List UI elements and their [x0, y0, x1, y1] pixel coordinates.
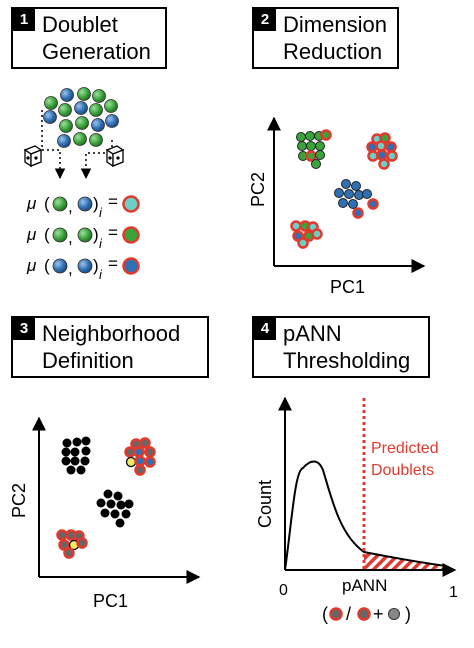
doublet-blue	[122, 257, 140, 275]
cell-blue	[91, 118, 105, 132]
panel-1-title-box: 1 Doublet Generation	[11, 7, 167, 69]
cell-green	[52, 227, 68, 243]
cell-green	[44, 96, 58, 110]
panel-3-small-red-cluster	[56, 529, 88, 559]
panel-3-red-cluster	[124, 437, 156, 476]
doublet-teal	[122, 195, 140, 213]
panel-3-middle-cluster	[96, 489, 134, 528]
sampling-lines	[41, 110, 113, 180]
doublet-formula-rows: μ ( , ) i = μ ( , ) i = μ ( , ) i =	[26, 192, 140, 282]
svg-text:,: ,	[68, 228, 73, 247]
panel-3-title-box: 3 Neighborhood Definition	[11, 316, 209, 378]
svg-text:): )	[93, 225, 99, 244]
svg-text:): )	[93, 256, 99, 275]
cell-blue	[77, 258, 93, 274]
svg-text:,: ,	[68, 259, 73, 278]
panel-4-axes	[278, 396, 457, 577]
svg-text:i: i	[99, 205, 103, 220]
panel-2-xlabel: PC1	[330, 277, 365, 297]
cell-green	[59, 119, 73, 133]
x-axis-min-label: 0	[279, 582, 288, 599]
svg-text:): )	[405, 604, 411, 624]
mu-symbol: μ	[26, 194, 37, 213]
cell-green	[75, 116, 89, 130]
panel-3-black-cluster	[61, 436, 91, 475]
svg-text:(: (	[322, 604, 328, 624]
cell-blue	[77, 196, 93, 212]
singlet-neighbor-icon	[388, 608, 400, 620]
panel-2-title: Dimension Reduction	[283, 12, 387, 64]
panel-2-ylabel: PC2	[248, 172, 268, 207]
svg-text:(: (	[44, 225, 50, 244]
panel-2-blue-cluster	[334, 179, 379, 219]
svg-text:μ: μ	[26, 225, 37, 244]
panel-1-title: Doublet Generation	[42, 12, 151, 64]
cell-blue	[43, 110, 57, 124]
cell-green	[92, 89, 106, 103]
cell-green	[58, 103, 72, 117]
svg-text:+: +	[373, 604, 384, 624]
cell-blue	[74, 101, 88, 115]
dice-icon	[23, 145, 43, 168]
cell-green	[77, 87, 91, 101]
cell-blue	[105, 114, 119, 128]
cell-green	[52, 196, 68, 212]
panel-1-number: 1	[13, 9, 35, 31]
doublet-neighbor-icon	[357, 607, 371, 621]
doublet-neighbor-icon	[329, 607, 343, 621]
cell-green	[73, 132, 87, 146]
panel-2-number: 2	[254, 9, 276, 31]
svg-text:(: (	[44, 256, 50, 275]
panel-2-axes	[267, 116, 426, 273]
panel-4-title: pANN Thresholding	[283, 321, 411, 373]
panel-3-axes	[32, 416, 201, 584]
x-axis-max-label: 1	[449, 584, 458, 601]
panel-3-number: 3	[13, 318, 35, 340]
cell-blue	[52, 258, 68, 274]
panel-2-small-red-cluster	[290, 220, 323, 249]
cell-green	[77, 227, 93, 243]
cell-green	[89, 103, 103, 117]
panel-4-xlabel: pANN	[342, 576, 387, 595]
svg-text:=: =	[108, 192, 118, 211]
svg-text:=: =	[108, 254, 118, 273]
svg-text:i: i	[99, 267, 103, 282]
pann-distribution-curve	[284, 460, 447, 571]
cell-blue	[57, 134, 71, 148]
paren: (	[44, 194, 50, 213]
panel-4-ylabel: Count	[255, 480, 275, 528]
svg-text:μ: μ	[26, 256, 37, 275]
panel-1-cell-cluster	[43, 87, 119, 148]
cell-blue	[60, 88, 74, 102]
panel-2-red-cluster	[366, 132, 398, 170]
svg-text:/: /	[346, 604, 351, 624]
panel-3-title: Neighborhood Definition	[42, 321, 181, 373]
panel-2-title-box: 2 Dimension Reduction	[252, 7, 399, 69]
threshold-label-line2: Doublets	[371, 462, 434, 479]
svg-text:,: ,	[68, 197, 73, 216]
cell-green	[89, 133, 103, 147]
threshold-label-line1: Predicted	[371, 440, 439, 457]
panel-3-xlabel: PC1	[93, 591, 128, 611]
panel-4-title-box: 4 pANN Thresholding	[252, 316, 430, 378]
dice-icon	[105, 145, 125, 168]
panel-2-green-cluster	[296, 129, 332, 169]
panel-4-number: 4	[254, 318, 276, 340]
svg-text:): )	[93, 194, 99, 213]
pann-formula: ( / + )	[322, 604, 411, 624]
svg-text:i: i	[99, 236, 103, 251]
cell-green	[104, 99, 118, 113]
doublet-green	[122, 226, 140, 244]
svg-text:=: =	[108, 223, 118, 242]
panel-3-ylabel: PC2	[9, 483, 29, 518]
